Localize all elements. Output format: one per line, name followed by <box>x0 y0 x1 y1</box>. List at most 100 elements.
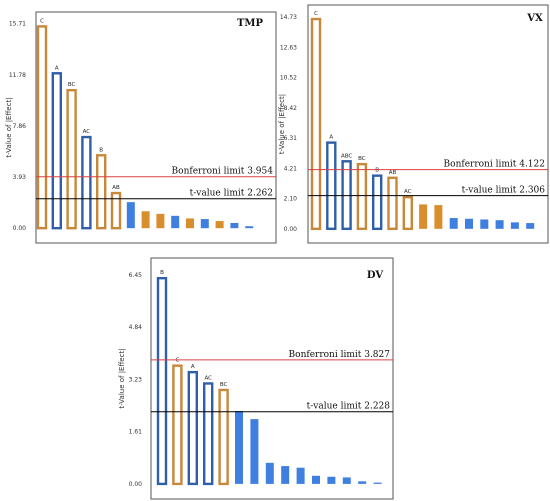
chart-title: DV <box>367 270 383 281</box>
effect-bar <box>172 364 183 486</box>
effect-bar <box>187 370 199 486</box>
bonferroni-limit-label: Bonferroni limit 3.827 <box>289 350 391 360</box>
effect-bar <box>245 226 254 229</box>
pareto-chart-tmp: 0.00 3.93 7.86 11.78 15.71 t-Value of |Effect… <box>5 11 277 244</box>
bar-label: C <box>40 18 44 24</box>
plot-frame <box>35 11 277 244</box>
t-value-limit-label: t-value limit 2.228 <box>307 402 391 412</box>
effect-bar <box>526 223 535 229</box>
effect-bar <box>36 25 48 230</box>
y-tick-label: 0.00 <box>13 225 27 232</box>
y-tick-label: 0.00 <box>129 481 143 488</box>
y-tick-label: 14.73 <box>280 14 297 21</box>
effect-bar <box>186 218 194 229</box>
effect-bar <box>449 218 458 229</box>
y-tick-label: 6.45 <box>129 272 143 279</box>
effect-bar <box>373 482 382 484</box>
effect-bar <box>326 141 337 231</box>
effect-bar <box>341 160 352 231</box>
y-tick-label: 4.84 <box>129 324 143 331</box>
effect-bar <box>126 202 135 229</box>
effect-bar <box>358 481 367 484</box>
t-value-limit-label: t-value limit 2.306 <box>462 186 546 196</box>
y-tick-label: 7.86 <box>13 123 27 130</box>
y-tick-label: 10.52 <box>280 75 297 82</box>
y-axis-label: t-Value of |Effect| <box>278 94 286 154</box>
y-tick-label: 6.31 <box>284 135 298 142</box>
effect-bar <box>480 219 489 229</box>
bonferroni-limit-label: Bonferroni limit 4.122 <box>444 160 545 170</box>
pareto-chart-dv: 0.00 1.61 3.23 4.84 6.45 t-Value of |Effect| B… <box>118 257 394 500</box>
effect-bar <box>265 462 274 484</box>
bar-label: BC <box>220 382 228 388</box>
bar-label: C <box>175 358 179 364</box>
effect-bar <box>250 419 259 484</box>
effect-bar <box>171 215 180 229</box>
effect-bar <box>218 388 229 486</box>
bar-label: B <box>160 270 164 276</box>
bar-label: A <box>191 364 195 370</box>
pareto-chart-vx: 0.00 2.10 4.21 6.31 8.42 10.52 12.63 14.73 t-Val… <box>278 4 549 244</box>
effect-bar <box>312 475 320 484</box>
y-tick-label: 3.93 <box>13 174 27 181</box>
effect-bar <box>402 196 414 231</box>
bar-label: B <box>375 168 379 174</box>
effect-bar <box>419 204 428 229</box>
y-tick-label: 2.10 <box>284 196 298 203</box>
y-tick-label: 12.63 <box>280 44 297 51</box>
chart-title: VX <box>526 13 543 24</box>
effect-bar <box>235 411 243 484</box>
y-tick-label: 8.42 <box>284 105 298 112</box>
bar-label: A <box>329 135 333 141</box>
effect-bar <box>95 154 107 230</box>
bar-label: AB <box>389 170 397 176</box>
effect-bar <box>434 205 443 229</box>
effect-bar <box>342 477 351 484</box>
effect-bar <box>296 467 305 484</box>
plot-frame <box>150 257 394 500</box>
bar-label: A <box>55 65 59 71</box>
bonferroni-limit-label: Bonferroni limit 3.954 <box>172 167 274 177</box>
y-tick-label: 11.78 <box>9 72 26 79</box>
y-axis-label: t-Value of |Effect| <box>5 97 13 157</box>
bar-label: AC <box>404 189 412 195</box>
y-tick-label: 15.71 <box>9 21 26 28</box>
effect-bar <box>495 220 504 229</box>
bar-label: AC <box>204 375 212 381</box>
chart-title: TMP <box>237 18 264 29</box>
effect-bar <box>230 222 239 229</box>
plot-frame <box>307 4 549 244</box>
chart-panel-vx: 0.00 2.10 4.21 6.31 8.42 10.52 12.63 14.73 t-Val… <box>278 0 550 245</box>
effect-bar <box>200 219 209 229</box>
chart-panel-tmp: 0.00 3.93 7.86 11.78 15.71 t-Value of |Effect… <box>0 0 278 245</box>
chart-panel-dv: 0.00 1.61 3.23 4.84 6.45 t-Value of |Effect| B… <box>113 256 395 501</box>
bar-label: ABC <box>341 153 352 159</box>
effect-bar <box>51 72 62 230</box>
t-value-limit-label: t-value limit 2.262 <box>190 189 273 199</box>
effect-bar <box>156 276 168 486</box>
y-axis-label: t-Value of |Effect| <box>118 348 126 408</box>
bar-label: BC <box>68 82 76 88</box>
effect-bar <box>81 135 92 230</box>
effect-bar <box>387 176 398 231</box>
bar-label: BC <box>358 156 366 162</box>
effect-bar <box>465 218 473 229</box>
effect-bar <box>202 382 214 486</box>
effect-bar <box>310 17 322 231</box>
effect-bar <box>327 476 336 484</box>
effect-bar <box>371 174 383 231</box>
y-tick-label: 3.23 <box>129 376 143 383</box>
bar-label: C <box>314 11 318 17</box>
effect-bar <box>156 213 165 229</box>
effect-bar <box>110 191 122 230</box>
effect-bar <box>141 211 150 229</box>
effect-bar <box>215 221 224 229</box>
y-tick-label: 0.00 <box>284 226 298 233</box>
effect-bar <box>510 222 519 229</box>
effect-bar <box>66 89 77 230</box>
effect-bar <box>281 466 290 484</box>
bar-label: AB <box>112 185 120 191</box>
bar-label: AC <box>83 129 91 135</box>
y-tick-label: 1.61 <box>129 429 143 436</box>
y-tick-label: 4.21 <box>284 165 298 172</box>
